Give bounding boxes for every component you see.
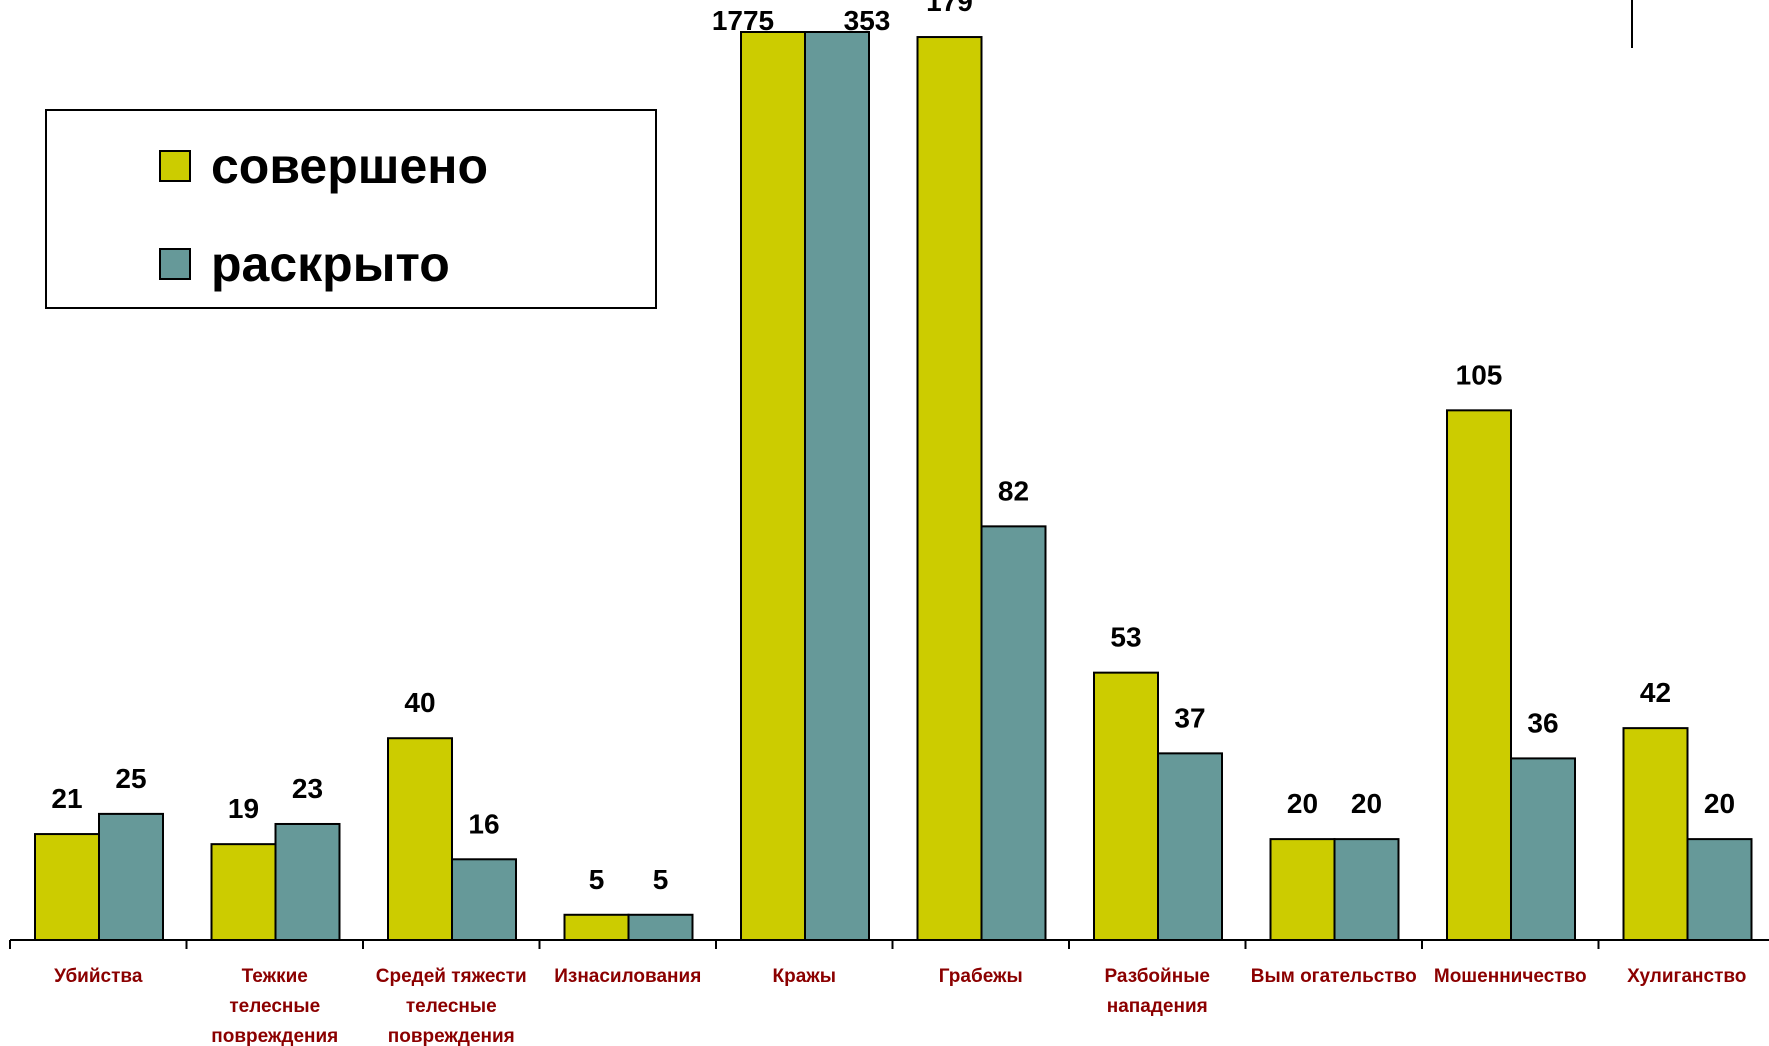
data-label: 20 xyxy=(1351,788,1382,819)
bars-group: 21 25 19 23 40 16 5 5 1775 353 179 82 53 37 20 20 105 36 4… xyxy=(34,0,1753,942)
category-label: Средей тяжести телесные повреждения xyxy=(376,966,527,1046)
legend-swatch-completed xyxy=(159,150,191,182)
bar-completed xyxy=(34,833,100,941)
legend-swatch-solved xyxy=(159,248,191,280)
data-label: 20 xyxy=(1704,788,1735,819)
data-label: 105 xyxy=(1456,359,1503,390)
x-axis-ticks xyxy=(9,940,1600,949)
category-label: Грабежы xyxy=(939,966,1023,987)
category-label: Тежкие телесные повреждения xyxy=(211,966,338,1046)
bar-solved xyxy=(627,913,694,941)
data-label: 25 xyxy=(115,763,146,794)
data-label: 23 xyxy=(292,773,323,804)
category-label: Кражы xyxy=(773,966,836,987)
bar-solved xyxy=(1686,838,1753,941)
legend-item-completed: совершено xyxy=(159,141,488,191)
data-label: 1775 xyxy=(712,5,774,36)
bar-solved xyxy=(98,812,164,942)
bar-completed xyxy=(740,31,806,941)
data-label: 5 xyxy=(653,864,669,895)
legend-label-solved: раскрыто xyxy=(211,236,450,292)
category-label: Разбойные нападения xyxy=(1105,966,1210,1017)
data-label: 53 xyxy=(1110,622,1141,653)
data-label: 37 xyxy=(1174,702,1205,733)
category-label: Вым огательство xyxy=(1251,966,1417,987)
category-label: Изнасилования xyxy=(554,966,701,987)
data-label: 5 xyxy=(589,864,605,895)
category-label: Хулиганство xyxy=(1627,966,1746,987)
data-label: 36 xyxy=(1527,707,1558,738)
bar-solved xyxy=(1157,752,1223,941)
bar-completed xyxy=(1269,838,1336,941)
bar-completed xyxy=(1093,671,1159,942)
bar-completed xyxy=(1622,727,1689,942)
legend: совершено раскрыто xyxy=(45,109,657,309)
data-label: 20 xyxy=(1287,788,1318,819)
data-label: 82 xyxy=(998,475,1029,506)
data-label: 42 xyxy=(1640,677,1671,708)
data-label: 179 xyxy=(926,0,973,17)
bar-solved xyxy=(451,858,517,941)
data-label: 16 xyxy=(468,808,499,839)
category-label: Убийства xyxy=(54,966,143,987)
bar-completed xyxy=(563,913,630,941)
bar-completed xyxy=(387,737,453,941)
data-label: 40 xyxy=(404,687,435,718)
bar-completed xyxy=(1446,409,1512,942)
bar-solved xyxy=(804,31,870,941)
category-label: Мошенничество xyxy=(1434,966,1587,987)
category-labels: Убийства Тежкие телесные повреждения Средей … xyxy=(54,966,1746,1046)
data-label: 19 xyxy=(228,793,259,824)
data-label: 353 xyxy=(844,5,891,36)
legend-item-solved: раскрыто xyxy=(159,239,450,289)
bar-solved xyxy=(980,525,1047,941)
bar-solved xyxy=(274,822,341,942)
data-label: 21 xyxy=(51,783,82,814)
bar-completed xyxy=(916,36,983,942)
legend-label-completed: совершено xyxy=(211,138,489,194)
bar-solved xyxy=(1333,838,1400,941)
bar-completed xyxy=(210,843,277,942)
bar-solved xyxy=(1510,757,1576,942)
